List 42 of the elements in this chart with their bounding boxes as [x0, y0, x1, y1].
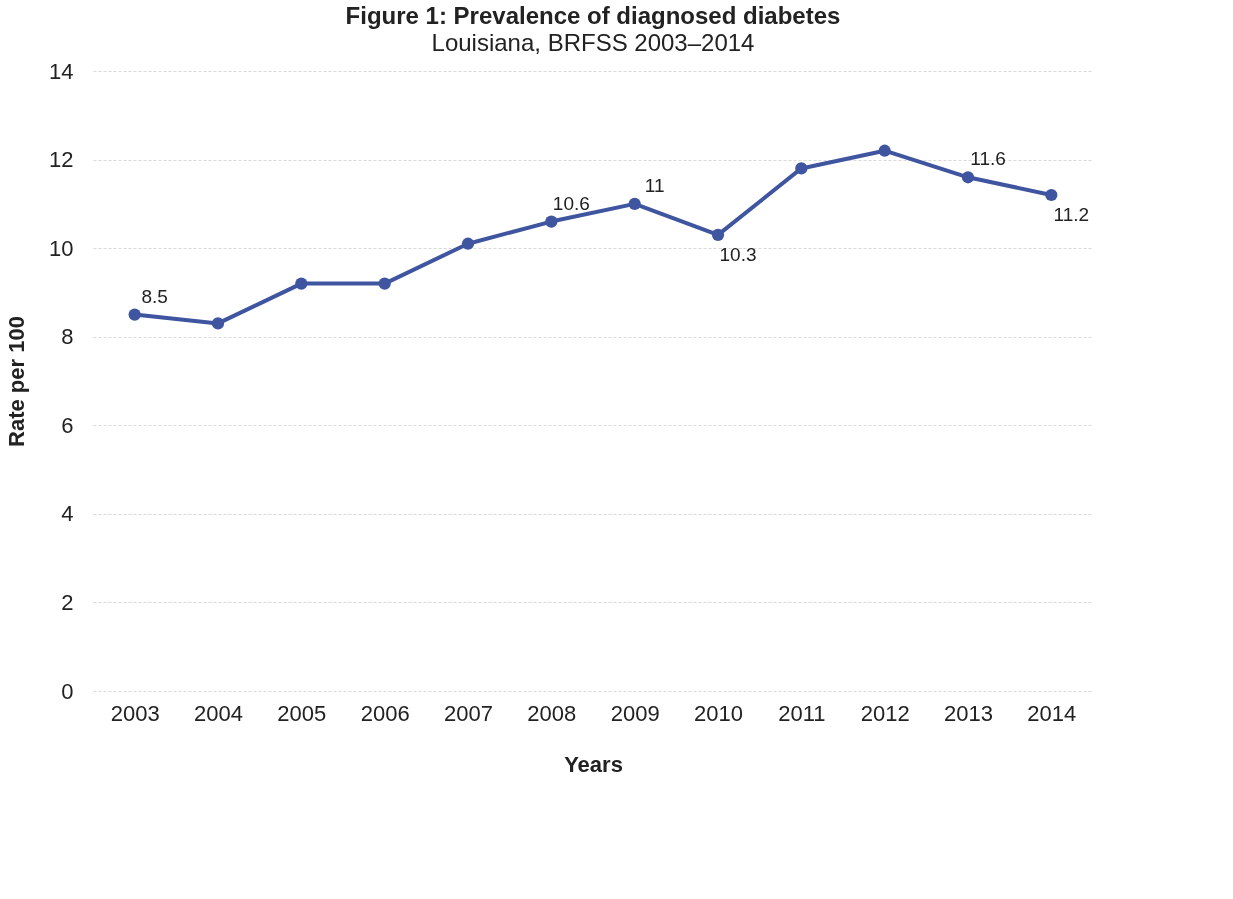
y-tick-label: 8 — [61, 324, 74, 350]
data-label: 10.3 — [719, 243, 757, 265]
x-tick-label: 2009 — [610, 700, 660, 726]
x-tick-label: 2006 — [360, 700, 410, 726]
x-tick-label: 2011 — [778, 700, 826, 726]
x-tick-label: 2007 — [444, 700, 493, 726]
y-tick-label: 4 — [61, 501, 74, 527]
x-tick-label: 2014 — [1027, 700, 1077, 726]
point — [961, 171, 975, 184]
x-tick-label: 2005 — [277, 700, 327, 726]
point — [545, 215, 558, 228]
chart-title: Figure 1: Prevalence of diagnosed diabetes — [345, 2, 841, 29]
point — [628, 197, 641, 210]
point — [1045, 188, 1058, 202]
point — [295, 277, 308, 290]
point — [795, 162, 808, 175]
point — [128, 308, 141, 321]
y-tick-label: 2 — [61, 589, 74, 615]
x-tick-label: 2004 — [194, 700, 243, 726]
x-tick-label: 2003 — [110, 700, 160, 726]
x-tick-label: 2008 — [527, 700, 577, 726]
y-tick-label: 0 — [61, 678, 74, 704]
data-label: 10.6 — [552, 192, 590, 214]
y-tick-label: 6 — [61, 412, 74, 438]
x-axis-title: Years — [564, 751, 623, 777]
point — [878, 144, 891, 157]
data-label: 11.6 — [970, 148, 1006, 170]
data-label: 11.2 — [1053, 204, 1090, 225]
x-tick-label: 2010 — [694, 700, 743, 726]
x-tick-label: 2012 — [860, 700, 910, 726]
y-tick-label: 12 — [49, 147, 74, 173]
point — [711, 228, 725, 241]
x-tick-label: 2013 — [944, 700, 993, 726]
y-tick-label: 14 — [49, 58, 74, 84]
y-tick-label: 10 — [49, 235, 74, 261]
point — [378, 277, 391, 290]
data-label: 8.5 — [141, 285, 168, 307]
point — [211, 317, 225, 330]
chart-subtitle: Louisiana, BRFSS 2003–2014 — [431, 29, 755, 56]
data-label: 11 — [644, 174, 665, 196]
point — [461, 237, 475, 250]
y-axis-title: Rate per 100 — [4, 316, 30, 447]
